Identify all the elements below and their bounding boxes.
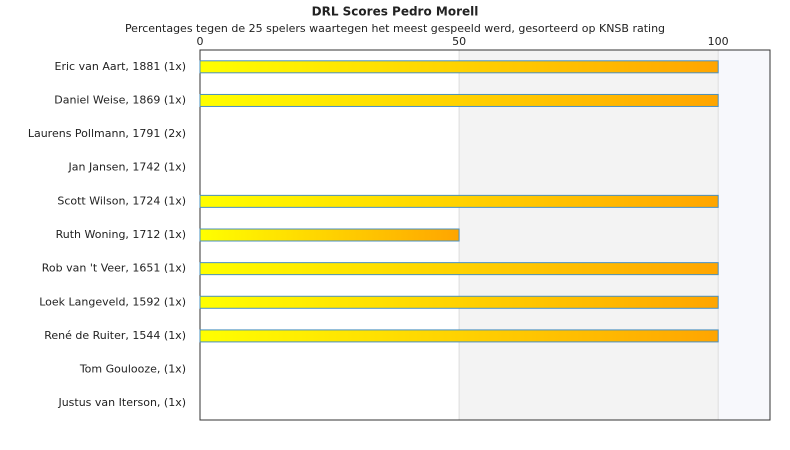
y-tick-label: Laurens Pollmann, 1791 (2x) [28, 127, 186, 140]
bar [199, 329, 719, 343]
bar [199, 60, 719, 74]
bar [199, 93, 719, 107]
y-tick-label: René de Ruiter, 1544 (1x) [44, 329, 186, 342]
y-tick-label: Ruth Woning, 1712 (1x) [56, 228, 186, 241]
y-tick-label: Rob van 't Veer, 1651 (1x) [42, 262, 186, 275]
y-tick-label: Jan Jansen, 1742 (1x) [68, 161, 186, 174]
plot-band [459, 50, 719, 420]
y-tick-label: Eric van Aart, 1881 (1x) [55, 60, 186, 73]
y-tick-label: Daniel Weise, 1869 (1x) [54, 93, 186, 106]
x-tick-label: 100 [708, 35, 729, 48]
bar [199, 295, 719, 309]
y-tick-label: Justus van Iterson, (1x) [57, 396, 186, 409]
y-tick-label: Loek Langeveld, 1592 (1x) [39, 295, 186, 308]
chart-subtitle: Percentages tegen de 25 spelers waartege… [125, 22, 665, 35]
y-tick-label: Tom Goulooze, (1x) [79, 363, 186, 376]
y-tick-label: Scott Wilson, 1724 (1x) [57, 194, 186, 207]
plot-band [718, 50, 770, 420]
x-tick-label: 0 [197, 35, 204, 48]
bar [199, 262, 719, 276]
chart-title: DRL Scores Pedro Morell [312, 5, 479, 19]
x-tick-label: 50 [452, 35, 466, 48]
bar [199, 228, 460, 242]
bar [199, 194, 719, 208]
